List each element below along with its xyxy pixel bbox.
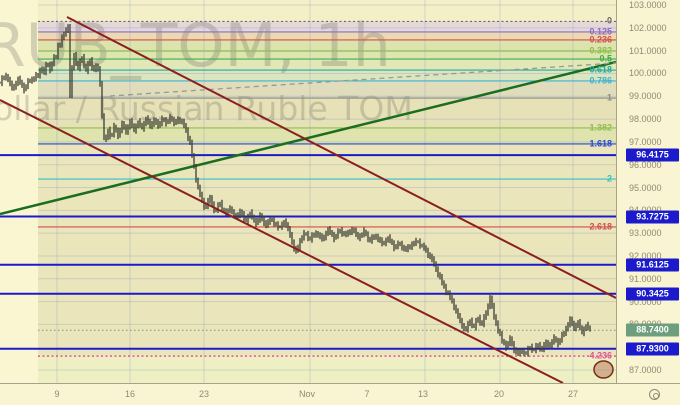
price-axis[interactable]: 103.0000 102.0000 101.0000 100.0000 99.0000 9… bbox=[616, 0, 680, 383]
time-tick-label: 9 bbox=[54, 389, 60, 399]
price-ray-label-chip[interactable]: 96.4175 bbox=[626, 148, 679, 162]
price-tick-label: 93.0000 bbox=[629, 228, 662, 239]
fib-level-label: 0.125 bbox=[589, 26, 612, 37]
fib-level-label: 0.786 bbox=[589, 75, 612, 86]
price-ray-label-chip[interactable]: 90.3425 bbox=[626, 287, 679, 301]
price-tick-label: 102.0000 bbox=[629, 22, 667, 33]
fib-band bbox=[38, 21, 616, 32]
fib-band bbox=[38, 0, 616, 22]
fib-level-label: 0.618 bbox=[589, 64, 612, 75]
price-tick-label: 87.0000 bbox=[629, 365, 662, 375]
fib-band bbox=[38, 51, 616, 60]
fib-level-label: 0 bbox=[606, 15, 612, 26]
fib-level-label: 1.382 bbox=[589, 122, 612, 133]
time-axis[interactable]: 9 16 23 Nov 7 13 20 27 bbox=[0, 383, 680, 405]
price-tick-label: 100.0000 bbox=[629, 68, 667, 79]
fib-band bbox=[38, 59, 616, 70]
fib-band bbox=[38, 70, 616, 81]
time-tick-label: 27 bbox=[567, 389, 579, 399]
price-tick-label: 92.0000 bbox=[629, 250, 662, 261]
fib-level-label: 2.618 bbox=[589, 221, 612, 232]
ellipse-drawing[interactable] bbox=[593, 360, 614, 379]
fib-band bbox=[38, 31, 616, 40]
fib-level-label: 0.382 bbox=[589, 45, 612, 56]
price-tick-label: 90.0000 bbox=[629, 296, 662, 307]
price-tick-label: 97.0000 bbox=[629, 136, 662, 147]
axis-corner bbox=[616, 383, 680, 405]
chart-canvas[interactable] bbox=[0, 0, 616, 383]
fib-band bbox=[38, 127, 616, 144]
price-tick-label: 98.0000 bbox=[629, 114, 662, 125]
price-tick-label: 96.0000 bbox=[629, 159, 662, 170]
fib-level-label: 0.236 bbox=[589, 34, 612, 45]
fib-level-label: 1.618 bbox=[589, 138, 612, 149]
fib-level-label: 0.5 bbox=[599, 53, 612, 64]
trend-line-green-trend[interactable] bbox=[0, 60, 616, 216]
time-tick-label: Nov bbox=[298, 389, 316, 399]
time-tick-label: 20 bbox=[493, 389, 505, 399]
trend-line-red-channel-upper[interactable] bbox=[66, 16, 616, 299]
candlestick-series bbox=[0, 24, 591, 357]
trend-line-red-channel-lower[interactable] bbox=[0, 99, 564, 383]
time-tick-label: 16 bbox=[124, 389, 136, 399]
price-tick-label: 91.0000 bbox=[629, 273, 662, 284]
fib-level-label: 4.236 bbox=[589, 350, 612, 361]
fib-label-column bbox=[0, 0, 38, 383]
time-tick-label: 7 bbox=[364, 389, 370, 399]
fib-band bbox=[38, 80, 616, 99]
price-tick-label: 99.0000 bbox=[629, 91, 662, 102]
price-ray-label-chip[interactable]: 93.7275 bbox=[626, 210, 679, 224]
time-tick-label: 13 bbox=[417, 389, 429, 399]
trend-line-gray-dashed-trend[interactable] bbox=[109, 62, 616, 97]
price-ray-label-chip[interactable]: 87.9300 bbox=[626, 342, 679, 356]
price-tick-label: 101.0000 bbox=[629, 45, 667, 56]
fib-band bbox=[38, 39, 616, 52]
last-price-label-chip[interactable]: 88.7400 bbox=[626, 323, 679, 337]
fib-level-label: 1 bbox=[606, 92, 612, 103]
price-ray-label-chip[interactable]: 91.6125 bbox=[626, 258, 679, 272]
fib-level-label: 2 bbox=[606, 173, 612, 184]
scale-settings-icon[interactable] bbox=[649, 389, 660, 400]
price-tick-label: 95.0000 bbox=[629, 182, 662, 193]
time-tick-label: 23 bbox=[198, 389, 210, 399]
fib-band bbox=[38, 98, 616, 128]
price-tick-label: 103.0000 bbox=[629, 0, 667, 10]
